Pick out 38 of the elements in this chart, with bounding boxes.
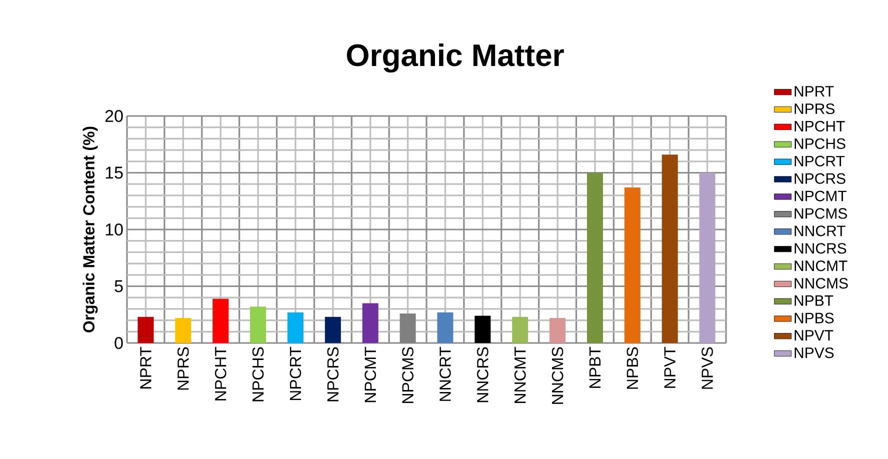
x-tick-label: NPCHS xyxy=(252,347,264,402)
x-tick-label: NPCMT xyxy=(364,346,376,402)
x-tick-label: NPVS xyxy=(702,347,713,389)
x-tick-label: NNCRS xyxy=(477,347,488,402)
legend-label: NPCRS xyxy=(794,173,846,184)
legend-label: NPVT xyxy=(794,330,834,340)
x-tick-label: NPCHT xyxy=(214,346,226,400)
legend-label: NNCRS xyxy=(794,243,846,254)
x-tick-label: NNCMT xyxy=(514,346,526,403)
legend-label: NPBT xyxy=(794,295,834,306)
y-tick-label: 10 xyxy=(106,223,123,236)
x-tick-label: NPBS xyxy=(626,347,638,389)
x-tick-label: NPRS xyxy=(177,347,189,390)
x-tick-label: NPRT xyxy=(140,346,152,388)
y-tick-label: 0 xyxy=(114,336,123,350)
y-tick-label: 20 xyxy=(105,110,123,122)
x-tick-label: NPBT xyxy=(589,346,600,388)
y-axis-title: Organic Matter Content (%) xyxy=(82,126,98,332)
chart-title: Organic Matter xyxy=(346,43,564,73)
legend-label: NNCMT xyxy=(794,260,848,272)
x-tick-label: NNCMS xyxy=(552,347,564,404)
x-tick-label: NPVT xyxy=(664,346,676,388)
legend-label: NPBS xyxy=(794,312,834,324)
x-tick-label: NPCRS xyxy=(327,347,339,402)
legend-label: NPRS xyxy=(794,103,834,114)
legend-label: NPRT xyxy=(794,86,834,96)
legend-label: NPCHS xyxy=(794,138,846,149)
legend-label: NPCHT xyxy=(794,120,845,132)
x-tick-label: NPCRT xyxy=(290,346,302,400)
legend-label: NPCMS xyxy=(794,208,847,219)
x-tick-label: NNCRT xyxy=(440,346,451,401)
legend-label: NNCRT xyxy=(794,226,846,236)
legend-label: NPCRT xyxy=(794,156,845,166)
x-tick-label: NPCMS xyxy=(402,347,414,403)
y-tick-label: 5 xyxy=(114,280,123,292)
legend-label: NPCMT xyxy=(794,190,846,202)
y-tick-label: 15 xyxy=(106,166,123,179)
legend-label: NNCMS xyxy=(794,278,848,289)
